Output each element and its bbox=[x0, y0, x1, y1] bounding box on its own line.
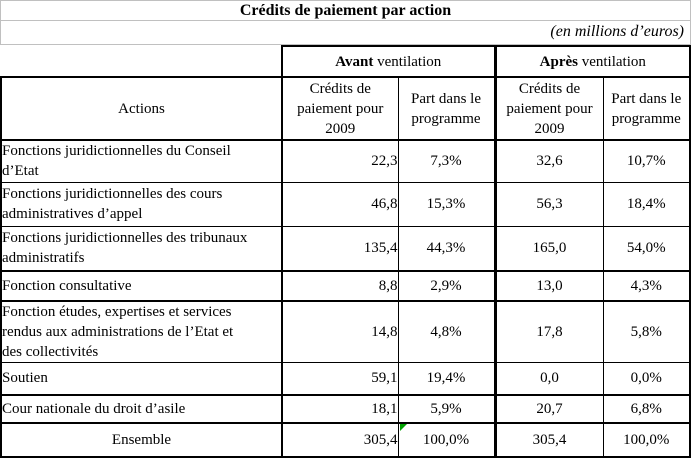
page-title: Crédits de paiement par action bbox=[0, 0, 691, 21]
apres-part-cell: 10,7% bbox=[603, 139, 691, 182]
action-label-cell: Ensemble bbox=[0, 421, 283, 458]
action-label-cell: Soutien bbox=[0, 362, 283, 395]
units-subtitle: (en millions d’euros) bbox=[0, 21, 691, 45]
table-row: Fonction consultative 8,8 2,9% 13,0 4,3% bbox=[0, 270, 691, 301]
apres-credits-cell: 165,0 bbox=[495, 225, 604, 271]
table-row: Fonctions juridictionnelles du Conseil d… bbox=[0, 139, 691, 182]
group-header-avant-bold: Avant bbox=[335, 53, 374, 70]
table-row-total: Ensemble 305,4 100,0% 305,4 100,0% bbox=[0, 421, 691, 458]
group-header-apres: Après ventilation bbox=[493, 45, 691, 78]
avant-part-cell: 19,4% bbox=[398, 362, 497, 395]
avant-part-cell: 15,3% bbox=[398, 181, 497, 226]
group-header-avant-rest: ventilation bbox=[373, 53, 442, 70]
table-row: Cour nationale du droit d’asile 18,1 5,9… bbox=[0, 393, 691, 423]
avant-credits-cell: 46,8 bbox=[282, 181, 399, 226]
col-header-actions: Actions bbox=[0, 76, 283, 141]
action-label-cell: Fonctions juridictionnelles des tribunau… bbox=[0, 225, 283, 271]
apres-part-cell: 0,0% bbox=[603, 362, 691, 395]
avant-credits-cell: 8,8 bbox=[282, 270, 399, 301]
table-row: Soutien 59,1 19,4% 0,0 0,0% bbox=[0, 362, 691, 395]
apres-part-cell: 6,8% bbox=[603, 393, 691, 423]
avant-part-cell: 7,3% bbox=[398, 139, 497, 182]
apres-part-cell: 18,4% bbox=[603, 181, 691, 226]
apres-part-cell: 5,8% bbox=[603, 300, 691, 363]
header-spacer-cell bbox=[1, 46, 282, 77]
avant-credits-cell: 59,1 bbox=[282, 362, 399, 395]
table-row: Fonctions juridictionnelles des cours ad… bbox=[0, 181, 691, 226]
avant-credits-cell: 305,4 bbox=[282, 421, 399, 458]
credits-table: Avant ventilation Après ventilation Acti… bbox=[0, 45, 691, 458]
col-header-avant-part: Part dans le programme bbox=[398, 76, 497, 141]
col-header-apres-part: Part dans le programme bbox=[603, 76, 691, 141]
action-label-cell: Fonctions juridictionnelles des cours ad… bbox=[0, 181, 283, 226]
action-label-cell: Cour nationale du droit d’asile bbox=[0, 393, 283, 423]
avant-part-cell: 4,8% bbox=[398, 300, 497, 363]
group-header-apres-bold: Après bbox=[539, 53, 578, 70]
avant-credits-cell: 18,1 bbox=[282, 393, 399, 423]
table-row: Fonction études, expertises et services … bbox=[0, 300, 691, 363]
avant-credits-cell: 135,4 bbox=[282, 225, 399, 271]
apres-credits-cell: 13,0 bbox=[495, 270, 604, 301]
avant-part-cell: 44,3% bbox=[398, 225, 497, 271]
group-header-row: Avant ventilation Après ventilation bbox=[1, 45, 691, 78]
apres-part-cell: 4,3% bbox=[603, 270, 691, 301]
group-header-apres-rest: ventilation bbox=[577, 53, 646, 70]
avant-part-cell: 5,9% bbox=[398, 393, 497, 423]
avant-part-cell: 100,0% bbox=[398, 421, 497, 458]
apres-credits-cell: 20,7 bbox=[495, 393, 604, 423]
avant-credits-cell: 14,8 bbox=[282, 300, 399, 363]
apres-credits-cell: 32,6 bbox=[495, 139, 604, 182]
apres-credits-cell: 56,3 bbox=[495, 181, 604, 226]
apres-part-cell: 100,0% bbox=[603, 421, 691, 458]
avant-part-cell: 2,9% bbox=[398, 270, 497, 301]
group-header-avant: Avant ventilation bbox=[281, 45, 497, 78]
col-header-avant-credits: Crédits de paiement pour 2009 bbox=[282, 76, 399, 141]
apres-credits-cell: 305,4 bbox=[495, 421, 604, 458]
apres-credits-cell: 17,8 bbox=[495, 300, 604, 363]
apres-part-cell: 54,0% bbox=[603, 225, 691, 271]
avant-credits-cell: 22,3 bbox=[282, 139, 399, 182]
column-header-row: Actions Crédits de paiement pour 2009 Pa… bbox=[0, 76, 691, 141]
cell-error-marker-icon bbox=[399, 424, 407, 431]
apres-credits-cell: 0,0 bbox=[495, 362, 604, 395]
col-header-apres-credits: Crédits de paiement pour 2009 bbox=[495, 76, 604, 141]
action-label-cell: Fonctions juridictionnelles du Conseil d… bbox=[0, 139, 283, 182]
action-label-cell: Fonction consultative bbox=[0, 270, 283, 301]
action-label-cell: Fonction études, expertises et services … bbox=[0, 300, 283, 363]
table-row: Fonctions juridictionnelles des tribunau… bbox=[0, 225, 691, 271]
avant-part-total-value: 100,0% bbox=[422, 431, 470, 448]
